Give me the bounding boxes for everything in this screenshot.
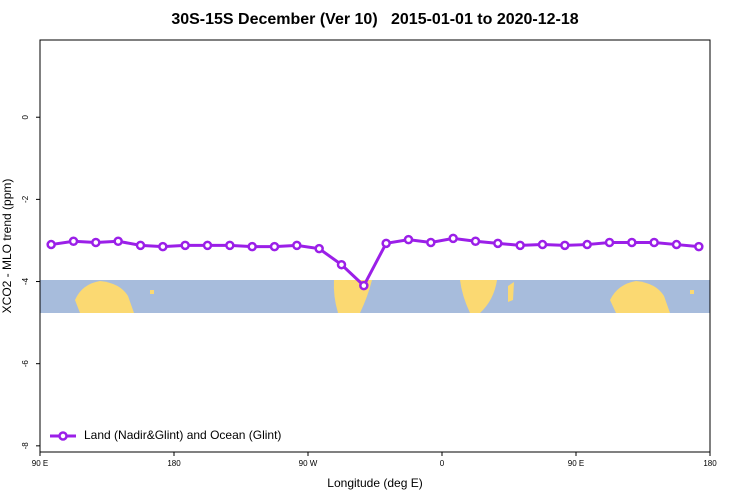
land xyxy=(150,290,154,294)
data-point xyxy=(180,240,190,251)
data-point xyxy=(448,233,458,244)
x-tick-label: 90 E xyxy=(32,459,48,468)
y-tick-label: -4 xyxy=(21,277,30,285)
ocean xyxy=(40,280,710,313)
land xyxy=(460,280,497,313)
legend-label: Land (Nadir&Glint) and Ocean (Glint) xyxy=(84,428,281,442)
data-point xyxy=(493,238,503,249)
data-point xyxy=(671,239,682,250)
data-point xyxy=(225,240,235,251)
data-point xyxy=(694,241,704,252)
data-point xyxy=(269,241,280,252)
data-point xyxy=(627,237,637,248)
y-tick-label: -2 xyxy=(21,195,30,203)
data-point xyxy=(314,243,324,254)
x-tick-label: 180 xyxy=(167,459,181,468)
data-point xyxy=(381,238,391,249)
x-tick-label: 180 xyxy=(703,459,717,468)
data-point xyxy=(470,236,481,247)
map-strip xyxy=(40,280,710,313)
x-axis-label: Longitude (deg E) xyxy=(327,476,422,490)
x-tick-label: 0 xyxy=(440,459,445,468)
land xyxy=(75,281,134,313)
land xyxy=(508,282,514,302)
data-point xyxy=(582,239,592,250)
data-point xyxy=(292,240,302,251)
data-point xyxy=(46,239,56,250)
data-point xyxy=(537,239,548,250)
data-point xyxy=(336,259,347,270)
data-point xyxy=(91,237,101,248)
land xyxy=(610,281,670,313)
data-point xyxy=(560,240,570,251)
y-tick-label: 0 xyxy=(21,114,30,119)
data-point xyxy=(113,236,123,247)
data-point xyxy=(158,241,168,252)
chart-title: 30S-15S December (Ver 10) 2015-01-01 to … xyxy=(171,11,578,28)
data-point xyxy=(426,237,436,248)
y-tick-label: -8 xyxy=(21,442,30,450)
plot-frame xyxy=(39,39,711,453)
land xyxy=(690,290,694,294)
legend-marker xyxy=(58,431,68,441)
data-point xyxy=(202,240,213,251)
x-tick-label: 90 E xyxy=(568,459,584,468)
data-point xyxy=(649,237,659,248)
data-point xyxy=(403,234,414,245)
data-point xyxy=(515,240,525,251)
data-point xyxy=(604,237,615,248)
series-line xyxy=(50,236,699,289)
y-axis-label: XCO2 - MLO trend (ppm) xyxy=(0,179,14,314)
data-point xyxy=(135,240,146,251)
data-point xyxy=(359,280,369,291)
y-tick-label: -6 xyxy=(21,360,30,368)
x-tick-label: 90 W xyxy=(299,459,318,468)
data-point xyxy=(68,236,79,247)
data-point xyxy=(247,241,257,252)
